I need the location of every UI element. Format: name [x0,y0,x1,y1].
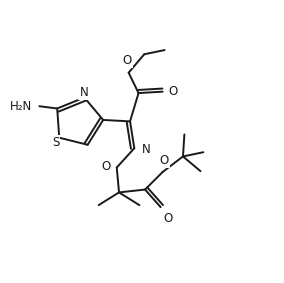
Text: H₂N: H₂N [9,100,32,113]
Text: N: N [80,86,88,99]
Text: O: O [169,85,178,98]
Text: O: O [123,54,132,67]
Text: O: O [101,160,110,173]
Text: O: O [159,154,169,167]
Text: O: O [164,212,173,225]
Text: N: N [142,143,151,156]
Text: S: S [52,136,60,149]
